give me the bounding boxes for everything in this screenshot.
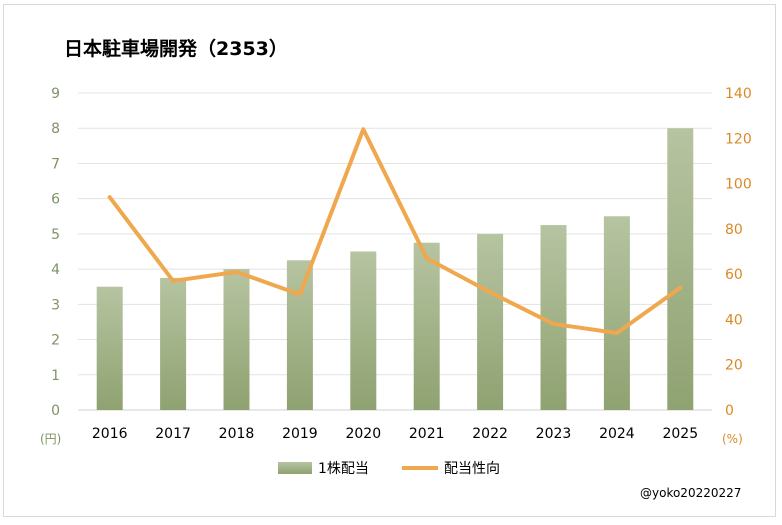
bar xyxy=(667,128,694,410)
legend-bar-swatch xyxy=(278,462,312,474)
bar xyxy=(286,260,313,410)
right-tick-label: 140 xyxy=(725,86,752,102)
credit-text: @yoko20220227 xyxy=(640,486,741,500)
x-axis-ticks: 2016 2017 2018 2019 2020 2021 2022 2023 2024 2025 xyxy=(92,426,698,442)
x-tick-label: 2022 xyxy=(472,426,508,442)
x-tick-label: 2020 xyxy=(345,426,381,442)
x-tick-label: 2025 xyxy=(662,426,698,442)
left-tick-label: 4 xyxy=(51,262,60,278)
left-tick-label: 8 xyxy=(51,121,60,137)
legend-bar-label: 1株配当 xyxy=(318,461,369,477)
line-path xyxy=(107,127,683,336)
right-tick-label: 40 xyxy=(725,312,743,328)
bar xyxy=(223,269,250,410)
x-tick-label: 2016 xyxy=(92,426,128,442)
x-tick-label: 2017 xyxy=(155,426,191,442)
right-tick-label: 20 xyxy=(725,358,743,374)
line-series xyxy=(107,127,683,336)
bar xyxy=(160,277,187,410)
left-tick-label: 1 xyxy=(51,368,60,384)
left-tick-label: 2 xyxy=(51,333,60,349)
right-tick-label: 0 xyxy=(725,403,734,419)
chart-frame xyxy=(3,4,776,517)
right-tick-label: 100 xyxy=(725,177,752,193)
right-axis-ticks: 0 20 40 60 80 100 120 140 xyxy=(725,86,752,419)
x-tick-label: 2024 xyxy=(599,426,635,442)
left-tick-label: 5 xyxy=(51,227,60,243)
left-tick-label: 7 xyxy=(51,156,60,172)
bar xyxy=(603,216,630,410)
legend: 1株配当 配当性向 xyxy=(278,461,500,477)
bar-series xyxy=(96,128,694,410)
left-axis-unit: (円) xyxy=(40,432,61,446)
right-tick-label: 60 xyxy=(725,267,743,283)
bar xyxy=(477,233,504,410)
right-axis-unit: (%) xyxy=(722,432,743,446)
x-tick-label: 2018 xyxy=(219,426,255,442)
right-tick-label: 120 xyxy=(725,131,752,147)
left-tick-label: 0 xyxy=(51,403,60,419)
chart-title: 日本駐車場開発（2353） xyxy=(64,37,288,60)
right-tick-label: 80 xyxy=(725,222,743,238)
x-tick-label: 2019 xyxy=(282,426,318,442)
bar xyxy=(96,286,123,410)
legend-line-label: 配当性向 xyxy=(444,461,500,477)
x-tick-label: 2021 xyxy=(409,426,445,442)
left-tick-label: 3 xyxy=(51,297,60,313)
bar xyxy=(413,242,440,410)
left-tick-label: 6 xyxy=(51,192,60,208)
left-axis-ticks: 0 1 2 3 4 5 6 7 8 9 xyxy=(51,86,60,419)
x-tick-label: 2023 xyxy=(536,426,572,442)
bar xyxy=(350,251,377,410)
left-tick-label: 9 xyxy=(51,86,60,102)
